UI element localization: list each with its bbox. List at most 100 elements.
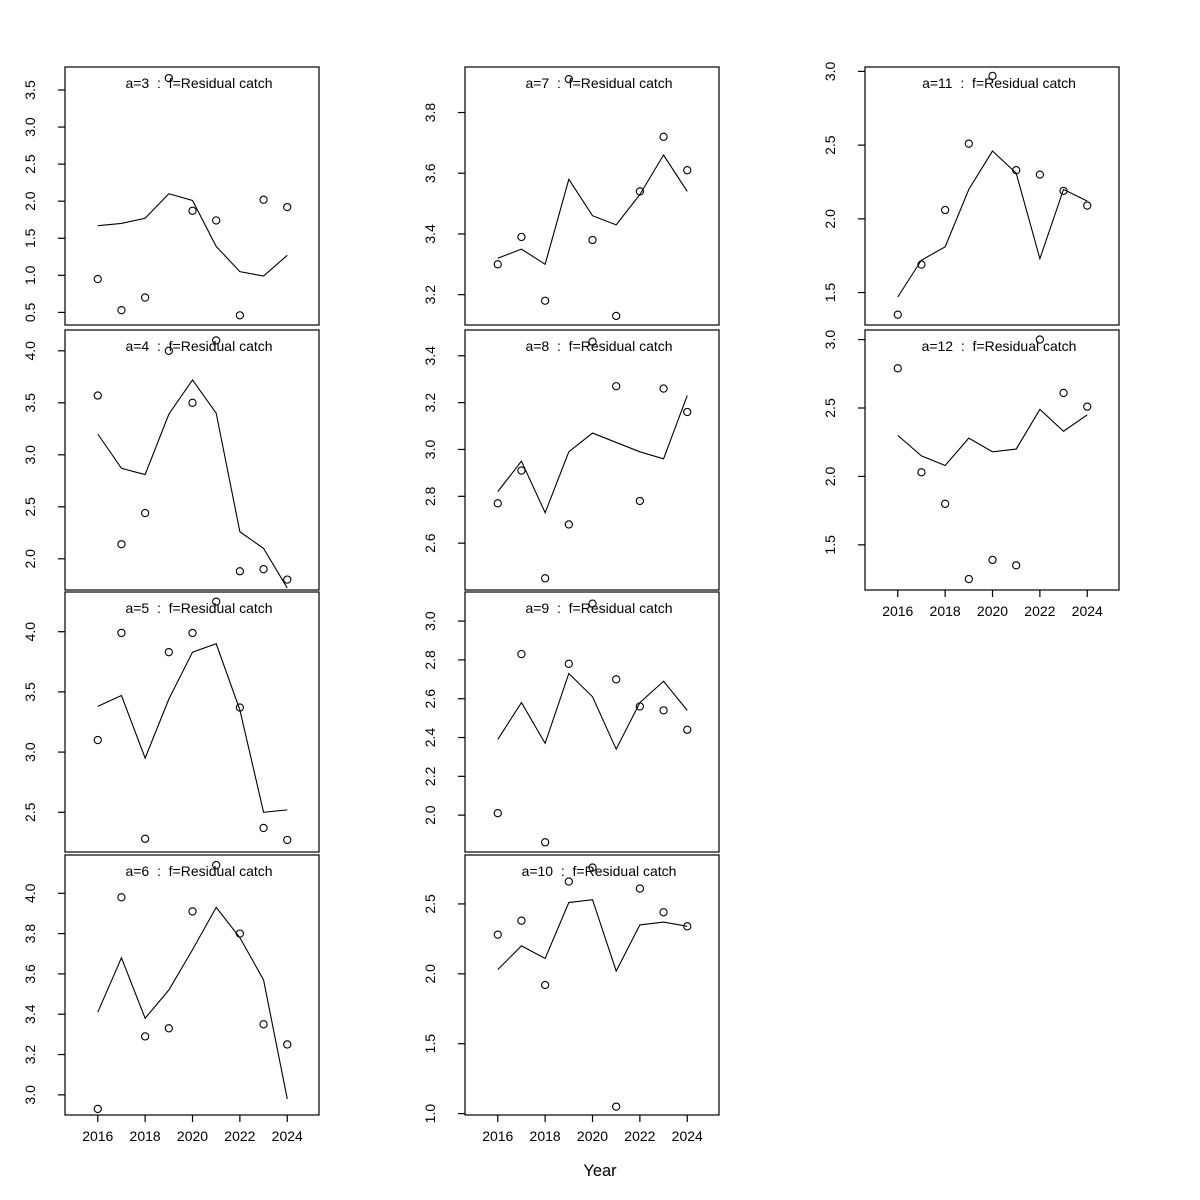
data-point	[188, 628, 197, 638]
y-tick-label: 2.0	[22, 549, 38, 569]
y-tick-label: 3.0	[22, 117, 38, 137]
data-point	[517, 916, 526, 925]
y-tick-label: 1.5	[822, 535, 838, 555]
fit-line	[497, 672, 688, 751]
y-tick-label: 3.8	[422, 103, 438, 123]
y-tick-label: 2.8	[422, 486, 438, 506]
fit-line	[97, 643, 288, 813]
y-tick-label: 2.5	[22, 802, 38, 822]
data-point	[493, 499, 502, 508]
data-point	[612, 382, 621, 391]
panel-title: a=10 : f=Residual catch	[522, 863, 677, 879]
x-tick-label: 2016	[82, 1128, 113, 1144]
y-tick-label: 4.0	[22, 622, 38, 642]
x-tick-label: 2020	[977, 603, 1008, 619]
y-tick-label: 2.0	[422, 805, 438, 825]
y-tick-label: 4.0	[22, 883, 38, 903]
panel-title: a=3 : f=Residual catch	[125, 75, 272, 91]
x-tick-label: 2020	[577, 1128, 608, 1144]
data-point	[188, 206, 197, 215]
plot-border	[64, 329, 320, 591]
data-point	[540, 296, 550, 305]
x-tick-label: 2024	[272, 1128, 303, 1144]
x-tick-label: 2018	[530, 1128, 561, 1144]
data-point	[117, 540, 126, 549]
data-point	[164, 648, 173, 657]
panel-a10: 1.0 1.5 2.0 2.5 2016 2018 2020 2022 2024 a=10 : f…	[422, 854, 720, 1144]
data-point	[493, 809, 502, 818]
data-point	[1035, 170, 1045, 179]
fit-line	[97, 193, 288, 277]
y-tick-label: 2.0	[822, 466, 838, 486]
y-tick-label: 3.4	[22, 1004, 38, 1024]
plot-border	[64, 66, 320, 326]
data-point	[283, 575, 292, 584]
data-point	[212, 597, 221, 606]
y-tick-label: 2.6	[422, 689, 438, 709]
y-tick-label: 2.4	[422, 728, 438, 748]
data-point	[659, 384, 668, 393]
plot-border	[464, 66, 720, 326]
fit-line	[97, 378, 288, 589]
data-point	[540, 980, 550, 990]
data-point	[164, 73, 173, 83]
data-point	[964, 139, 973, 148]
plot-border	[464, 591, 720, 853]
data-point	[917, 260, 926, 269]
y-tick-label: 3.8	[22, 924, 38, 944]
plot-border	[464, 329, 720, 591]
data-point	[140, 834, 150, 843]
data-point	[635, 496, 645, 506]
data-point	[540, 574, 550, 583]
x-tick-label: 2018	[930, 603, 961, 619]
data-point	[1012, 561, 1021, 570]
data-point	[493, 260, 502, 269]
x-tick-label: 2024	[1072, 603, 1103, 619]
plot-border	[864, 66, 1120, 326]
data-point	[659, 908, 668, 917]
data-point	[988, 555, 997, 565]
panel-title: a=6 : f=Residual catch	[125, 863, 272, 879]
data-point	[635, 884, 645, 893]
panel-title: a=11 : f=Residual catch	[922, 75, 1076, 91]
data-point	[140, 508, 150, 518]
data-point	[659, 132, 668, 141]
y-tick-label: 4.0	[22, 341, 38, 361]
fit-line	[897, 150, 1088, 298]
panel-a4: 2.0 2.5 3.0 3.5 4.0 a=4 : f=Residual catch	[22, 329, 320, 591]
y-tick-label: 1.5	[422, 1034, 438, 1054]
panel-a11: 1.5 2.0 2.5 3.0 a=11 : f=Residual catch	[822, 61, 1120, 326]
data-point	[235, 567, 245, 576]
panel-a9: 2.0 2.2 2.4 2.6 2.8 3.0 a=9 : f=Residual catch	[422, 591, 720, 853]
data-point	[93, 1104, 102, 1114]
y-tick-label: 3.0	[22, 445, 38, 465]
y-tick-label: 3.6	[22, 964, 38, 984]
data-point	[940, 205, 950, 215]
data-point	[1012, 166, 1021, 175]
data-point	[564, 520, 573, 529]
x-tick-label: 2022	[1024, 603, 1055, 619]
y-tick-label: 2.5	[22, 154, 38, 174]
data-point	[540, 838, 550, 847]
data-point	[517, 466, 526, 475]
panel-a6: 3.0 3.2 3.4 3.6 3.8 4.0 2016 2018 2020 2022 2024 a=…	[22, 854, 320, 1144]
x-tick-label: 2022	[224, 1128, 255, 1144]
fit-line	[97, 906, 288, 1099]
y-tick-label: 0.5	[22, 302, 38, 322]
data-point	[235, 311, 245, 320]
y-tick-label: 3.4	[422, 346, 438, 366]
data-point	[1059, 388, 1068, 398]
data-point	[588, 599, 597, 608]
data-point	[283, 835, 292, 845]
data-point	[588, 235, 597, 245]
panel-title: a=7 : f=Residual catch	[525, 75, 672, 91]
data-point	[588, 863, 597, 872]
x-tick-label: 2016	[882, 603, 913, 619]
data-point	[564, 877, 573, 886]
data-point	[683, 725, 692, 734]
data-point	[917, 468, 926, 477]
data-point	[164, 346, 173, 355]
panel-title: a=5 : f=Residual catch	[125, 600, 272, 616]
data-point	[517, 649, 526, 659]
